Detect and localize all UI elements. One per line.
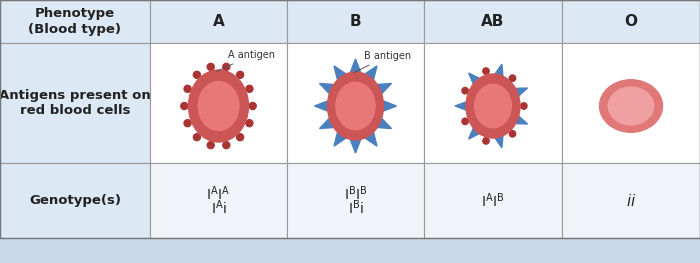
Circle shape	[184, 85, 191, 92]
Text: Phenotype
(Blood type): Phenotype (Blood type)	[29, 8, 122, 36]
Bar	[424, 43, 562, 163]
Text: A: A	[213, 14, 225, 29]
Polygon shape	[365, 66, 377, 79]
Ellipse shape	[188, 70, 248, 142]
Ellipse shape	[336, 82, 375, 130]
Text: $\mathsf{I^{B}i}$: $\mathsf{I^{B}i}$	[348, 198, 363, 217]
Ellipse shape	[328, 72, 384, 140]
Bar	[287, 43, 424, 163]
Polygon shape	[384, 101, 396, 111]
Polygon shape	[351, 59, 360, 72]
Text: $\mathsf{I^{A}I^{A}}$: $\mathsf{I^{A}I^{A}}$	[206, 184, 230, 203]
Text: $ii$: $ii$	[626, 193, 636, 209]
Polygon shape	[468, 73, 479, 84]
Bar	[150, 163, 287, 238]
Bar	[150, 0, 287, 43]
Bar	[287, 163, 424, 238]
Ellipse shape	[475, 84, 512, 128]
Polygon shape	[319, 119, 333, 129]
Text: B antigen: B antigen	[354, 51, 411, 73]
Circle shape	[483, 68, 489, 74]
Text: Genotype(s): Genotype(s)	[29, 194, 121, 207]
Circle shape	[237, 134, 244, 141]
Polygon shape	[495, 136, 503, 148]
Ellipse shape	[466, 74, 520, 138]
Circle shape	[237, 71, 244, 78]
Polygon shape	[334, 66, 346, 79]
Polygon shape	[365, 133, 377, 146]
Text: AB: AB	[482, 14, 505, 29]
Circle shape	[223, 142, 230, 149]
Text: B: B	[350, 14, 361, 29]
Circle shape	[483, 138, 489, 144]
Text: $\mathsf{I^{A}I^{B}}$: $\mathsf{I^{A}I^{B}}$	[481, 191, 505, 210]
Circle shape	[181, 103, 188, 109]
Polygon shape	[516, 116, 528, 124]
Polygon shape	[516, 88, 528, 96]
Bar	[424, 163, 562, 238]
Circle shape	[249, 103, 256, 109]
Bar	[287, 0, 424, 43]
Circle shape	[510, 131, 516, 137]
Bar	[0, 43, 150, 163]
Circle shape	[193, 134, 200, 141]
Circle shape	[207, 142, 214, 149]
Circle shape	[462, 118, 468, 124]
Polygon shape	[468, 128, 479, 139]
Polygon shape	[377, 119, 391, 129]
Circle shape	[246, 120, 253, 127]
Text: A antigen: A antigen	[216, 50, 276, 72]
Polygon shape	[319, 83, 333, 94]
Bar	[562, 43, 700, 163]
Text: $\mathsf{I^{B}I^{B}}$: $\mathsf{I^{B}I^{B}}$	[344, 184, 368, 203]
Ellipse shape	[599, 80, 662, 132]
Bar	[562, 163, 700, 238]
Bar	[424, 0, 562, 43]
Text: Antigens present on
red blood cells: Antigens present on red blood cells	[0, 89, 151, 117]
Polygon shape	[351, 140, 360, 153]
Circle shape	[223, 63, 230, 70]
Polygon shape	[314, 101, 328, 111]
Polygon shape	[495, 64, 503, 76]
Bar	[150, 43, 287, 163]
Circle shape	[193, 71, 200, 78]
Circle shape	[462, 88, 468, 94]
Circle shape	[510, 75, 516, 81]
Ellipse shape	[198, 82, 239, 130]
Bar	[0, 0, 150, 43]
Polygon shape	[334, 133, 346, 146]
Circle shape	[246, 85, 253, 92]
Polygon shape	[455, 102, 466, 110]
Circle shape	[184, 120, 191, 127]
Bar	[562, 0, 700, 43]
Bar	[0, 163, 150, 238]
Ellipse shape	[608, 87, 654, 125]
Circle shape	[207, 63, 214, 70]
Text: $\mathsf{I^{A}i}$: $\mathsf{I^{A}i}$	[211, 198, 226, 217]
Text: O: O	[624, 14, 638, 29]
Circle shape	[521, 103, 527, 109]
Polygon shape	[377, 83, 391, 94]
